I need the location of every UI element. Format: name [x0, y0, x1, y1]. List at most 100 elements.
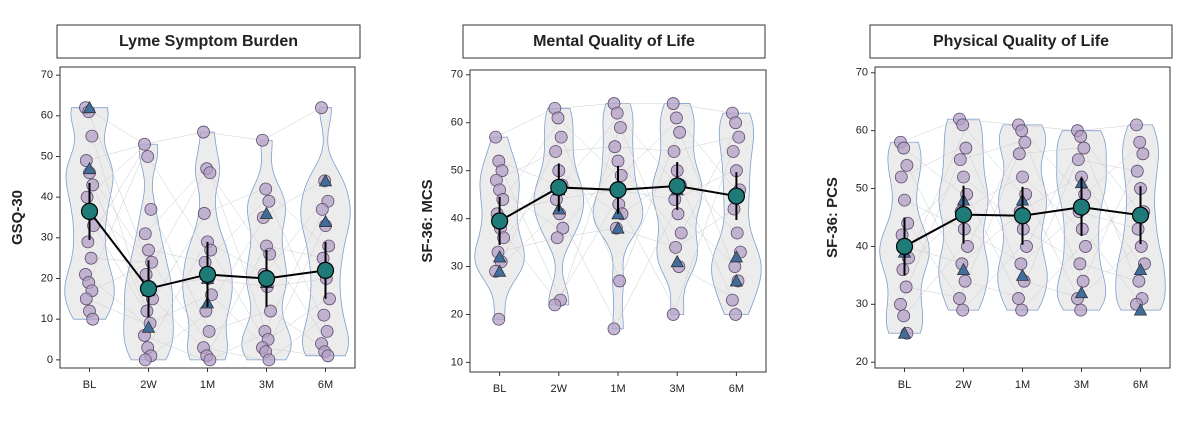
pair-line	[674, 170, 735, 200]
subject-triangle	[318, 214, 333, 227]
pair-line	[498, 160, 559, 186]
y-tick-label: 50	[856, 182, 868, 194]
subject-point	[613, 274, 626, 288]
pair-line	[903, 246, 963, 317]
panel: Mental Quality of Life SF-36: MCS 10 20 30 40…	[419, 24, 767, 395]
x-tick-label: 3M	[670, 383, 685, 395]
y-axis-label: GSQ-30	[9, 190, 26, 245]
subject-point	[1071, 153, 1085, 167]
subject-point	[197, 125, 210, 139]
pair-line	[262, 347, 322, 357]
pair-line	[150, 310, 211, 356]
subject-point	[729, 308, 742, 321]
subject-point	[548, 298, 562, 312]
pair-line	[966, 194, 1026, 311]
pair-line	[149, 294, 210, 324]
title-box	[56, 24, 361, 59]
subject-point	[321, 349, 335, 363]
pair-line	[206, 168, 266, 255]
panel-title: Lyme Symptom Burden	[119, 33, 298, 50]
pair-line	[620, 127, 680, 267]
subject-point	[1012, 147, 1026, 161]
subject-point	[732, 130, 746, 144]
subject-triangle	[1133, 303, 1148, 316]
pair-line	[679, 132, 740, 282]
subject-point	[670, 111, 683, 125]
pair-line	[959, 118, 1019, 126]
y-tick-label: 60	[856, 125, 868, 137]
pair-line	[88, 111, 148, 263]
subject-point	[86, 312, 100, 326]
subject-point	[551, 111, 565, 125]
y-tick-label: 30	[451, 260, 463, 272]
pair-line	[555, 146, 615, 152]
pair-line	[86, 144, 146, 161]
pair-line	[964, 228, 1024, 265]
subject-triangle	[670, 254, 684, 268]
pair-line	[144, 131, 204, 145]
mean-point	[491, 212, 509, 230]
pair-line	[672, 151, 733, 315]
subject-point	[495, 164, 509, 178]
pair-line	[207, 241, 267, 275]
pair-line	[908, 124, 968, 259]
pair-line	[263, 180, 323, 218]
pair-line	[1085, 188, 1145, 247]
panel-title: Mental Quality of Life	[533, 33, 695, 50]
pair-line	[265, 188, 325, 247]
pair-line	[91, 262, 152, 291]
subject-point	[556, 221, 570, 235]
pair-line	[557, 117, 618, 176]
subject-point	[666, 97, 680, 110]
pair-line	[1082, 228, 1142, 305]
subject-point	[1015, 124, 1029, 138]
pair-line	[144, 335, 204, 361]
pair-line	[961, 211, 1022, 264]
subject-triangle	[318, 174, 333, 187]
title-box	[869, 24, 1173, 59]
subject-point	[958, 274, 972, 288]
subject-point	[956, 118, 970, 132]
x-tick-label: 1M	[200, 379, 215, 391]
subject-point	[674, 226, 688, 240]
y-tick-label: 10	[41, 313, 53, 325]
panel: Physical Quality of Life SF-36: PCS 20 30 40…	[824, 24, 1173, 391]
y-tick-label: 60	[451, 117, 463, 129]
subject-point	[554, 130, 568, 144]
y-tick-label: 30	[856, 298, 868, 310]
pair-line	[1021, 130, 1081, 195]
subject-point	[202, 324, 216, 338]
subject-point	[607, 322, 621, 336]
pair-line	[268, 201, 329, 332]
pair-line	[269, 253, 329, 344]
x-tick-label: 1M	[610, 383, 625, 395]
subject-point	[610, 106, 624, 120]
subject-triangle	[259, 206, 274, 219]
pair-line	[1077, 124, 1137, 131]
subject-point	[80, 190, 94, 204]
pair-line	[558, 170, 619, 215]
pair-line	[203, 131, 263, 141]
pair-line	[501, 170, 562, 301]
mean-point	[1131, 206, 1150, 224]
subject-point	[197, 207, 211, 220]
subject-triangle	[729, 250, 744, 263]
pair-line	[206, 245, 266, 356]
subject-point	[1016, 170, 1029, 184]
subject-point	[667, 145, 681, 158]
pair-line	[209, 331, 270, 361]
subject-point	[666, 308, 680, 321]
subject-point	[489, 130, 503, 144]
pair-line	[613, 213, 674, 329]
pair-line	[495, 108, 555, 138]
pair-line	[617, 160, 678, 234]
x-tick-label: 2W	[551, 383, 568, 395]
pair-line	[147, 241, 207, 348]
pair-line	[85, 274, 145, 324]
subject-triangle	[897, 326, 912, 339]
title-box	[462, 24, 766, 59]
x-tick-label: 6M	[729, 383, 744, 395]
subject-point	[79, 292, 93, 306]
pair-line	[559, 213, 620, 329]
